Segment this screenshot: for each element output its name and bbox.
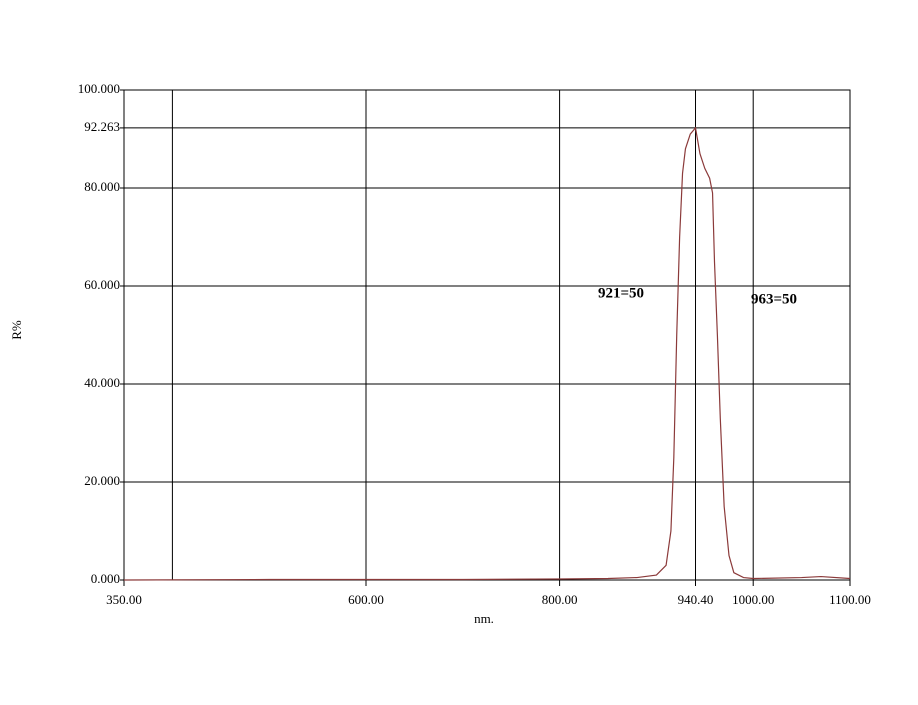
y-tick-label: 92.263 [84, 119, 120, 134]
annotation: 921=50 [598, 285, 644, 301]
x-tick-label: 800.00 [542, 592, 578, 607]
annotation: 963=50 [751, 291, 797, 307]
x-tick-label: 940.40 [678, 592, 714, 607]
y-tick-label: 100.000 [78, 81, 120, 96]
y-tick-label: 80.000 [84, 179, 120, 194]
x-tick-label: 600.00 [348, 592, 384, 607]
y-tick-label: 60.000 [84, 277, 120, 292]
x-tick-label: 350.00 [106, 592, 142, 607]
plot-frame [123, 89, 851, 581]
y-tick-label: 40.000 [84, 375, 120, 390]
y-tick-label: 0.000 [91, 571, 120, 586]
x-axis-label: nm. [474, 611, 494, 626]
y-axis-label: R% [9, 320, 24, 340]
y-tick-label: 20.000 [84, 473, 120, 488]
data-line [123, 126, 851, 581]
x-tick-label: 1100.00 [829, 592, 871, 607]
x-tick-label: 1000.00 [732, 592, 774, 607]
